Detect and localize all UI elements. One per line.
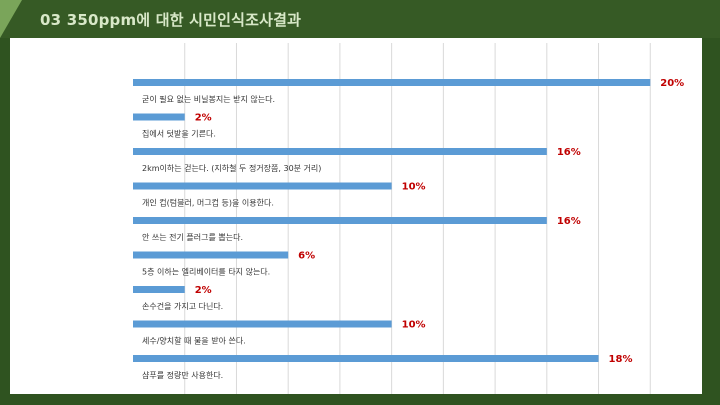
chart-panel: 20% 굳이 필요 없는 비닐봉지는 받지 않는다. 2% 집에서 텃밭을 기른다. 1… bbox=[10, 38, 702, 394]
bar bbox=[133, 251, 289, 259]
data-label: 18% bbox=[609, 354, 633, 365]
category-label: 굳이 필요 없는 비닐봉지는 받지 않는다. bbox=[142, 94, 275, 104]
slide-title: 03 350ppm에 대한 시민인식조사결과 bbox=[40, 11, 302, 29]
data-label: 10% bbox=[402, 320, 426, 331]
category-label: 2km이하는 걷는다. (지하철 두 정거장쯤, 30분 거리) bbox=[142, 163, 321, 173]
header-accent-triangle bbox=[0, 0, 22, 38]
bar bbox=[133, 182, 392, 190]
category-label: 집에서 텃밭을 기른다. bbox=[142, 129, 216, 139]
category-label: 5층 이하는 엘리베이터를 타지 않는다. bbox=[142, 267, 270, 277]
category-label: 안 쓰는 전기 플러그를 뽑는다. bbox=[142, 232, 243, 242]
data-label: 2% bbox=[195, 285, 212, 296]
survey-bar-chart: 20% 굳이 필요 없는 비닐봉지는 받지 않는다. 2% 집에서 텃밭을 기른다. 1… bbox=[133, 43, 684, 394]
data-label: 6% bbox=[298, 251, 315, 262]
category-label: 개인 컵(텀블러, 머그컵 등)을 이용한다. bbox=[142, 198, 274, 208]
bar bbox=[133, 79, 651, 86]
bar bbox=[133, 286, 185, 293]
data-label: 16% bbox=[557, 216, 581, 227]
bar bbox=[133, 113, 185, 121]
bar bbox=[133, 148, 547, 155]
category-label: 손수건을 가지고 다닌다. bbox=[142, 301, 223, 311]
data-label: 20% bbox=[660, 78, 684, 89]
category-label: 세수/양치할 때 물을 받아 쓴다. bbox=[142, 336, 246, 346]
category-label: 샴푸를 정량만 사용한다. bbox=[142, 370, 223, 380]
data-label: 2% bbox=[195, 113, 212, 124]
data-label: 10% bbox=[402, 182, 426, 193]
bar bbox=[133, 217, 547, 224]
bar bbox=[133, 355, 599, 362]
header-bar bbox=[0, 0, 720, 38]
bar bbox=[133, 320, 392, 328]
data-label: 16% bbox=[557, 147, 581, 158]
panel-left-edge bbox=[0, 38, 10, 394]
